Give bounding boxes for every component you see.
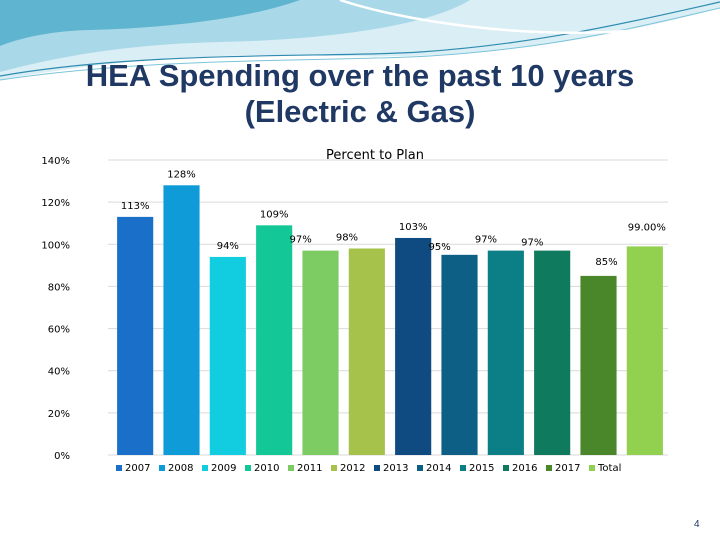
legend-label: 2011 [297,463,322,474]
legend-label: 2007 [125,463,150,474]
bar-total [626,246,663,455]
y-tick-label: 0% [54,451,70,462]
bar-2015 [487,250,524,455]
legend-label: 2010 [254,463,279,474]
legend: 2007 2008 2009 2010 2011 2012 2013 2014 2015 2016… [116,463,621,474]
legend-swatch [202,465,208,471]
legend-swatch [374,465,380,471]
data-label: 85% [595,257,617,268]
data-label: 94% [217,241,239,252]
legend-swatch [245,465,251,471]
bars [117,185,663,456]
bar-2012 [348,248,385,455]
bar-2007 [117,216,154,455]
data-label: 95% [429,242,451,253]
data-label: 97% [290,235,312,246]
data-label: 103% [399,222,428,233]
bar-2017 [580,275,617,455]
y-tick-label: 140% [41,156,70,167]
data-label: 113% [121,201,150,212]
data-labels: 113% 128% 94% 109% 97% 98% 103%95% 97% 97% 85% 99.… [121,169,666,268]
data-label: 109% [260,209,289,220]
legend-label: 2014 [426,463,451,474]
bar-2009 [209,256,246,455]
page-number: 4 [694,519,700,530]
banner-swoosh-line-2 [0,7,720,81]
legend-label: 2008 [168,463,193,474]
legend-swatch [116,465,122,471]
legend-label: 2009 [211,463,236,474]
bar-2014 [441,254,478,455]
y-tick-label: 40% [48,367,70,378]
data-label: 97% [475,235,497,246]
slide-title: HEA Spending over the past 10 years (Ele… [20,58,700,130]
legend-swatch [331,465,337,471]
legend-label: 2016 [512,463,537,474]
bar-2013 [395,237,432,455]
legend-swatch [159,465,165,471]
header-banner [0,0,720,81]
y-axis-ticks: 0% 20% 40% 60% 80% 100% 120% 140% [41,156,70,462]
legend-label: Total [597,463,621,474]
banner-swoosh-white [339,0,720,34]
legend-label: 2017 [555,463,580,474]
y-tick-label: 120% [41,198,70,209]
legend-swatch [546,465,552,471]
bar-2008 [163,185,200,456]
legend-swatch [288,465,294,471]
data-label: 99.00% [628,222,666,233]
bar-2011 [302,250,339,455]
legend-label: 2015 [469,463,494,474]
y-tick-label: 100% [41,240,70,251]
y-tick-label: 20% [48,409,70,420]
legend-swatch [417,465,423,471]
bar-2010 [256,225,293,455]
chart-title: Percent to Plan [326,148,424,163]
data-label: 98% [336,233,358,244]
legend-swatch [503,465,509,471]
gridlines [108,159,668,456]
data-label: 97% [521,238,543,249]
y-tick-label: 60% [48,325,70,336]
legend-swatch [460,465,466,471]
banner-swoosh-line [0,1,720,77]
bar-2016 [534,250,571,455]
legend-label: 2013 [383,463,408,474]
y-tick-label: 80% [48,282,70,293]
data-label: 128% [167,169,196,180]
legend-swatch [589,465,595,471]
slide-title-line-1: HEA Spending over the past 10 years [85,58,635,93]
banner-wave-dark [0,0,300,46]
slide-title-line-2: (Electric & Gas) [244,94,476,129]
legend-label: 2012 [340,463,365,474]
